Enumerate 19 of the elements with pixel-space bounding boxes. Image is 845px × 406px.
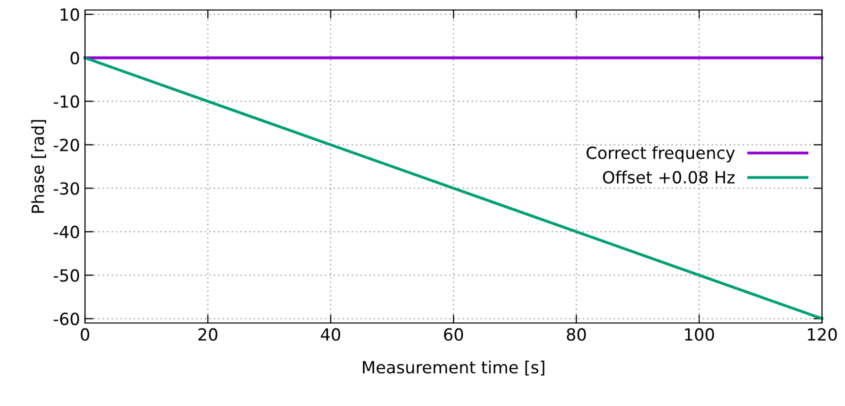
y-tick-label: -60	[54, 312, 80, 326]
y-tick-label: -10	[54, 95, 80, 108]
x-tick-label: 80	[566, 328, 586, 341]
y-tick-label: -20	[54, 138, 80, 152]
y-tick-label: -30	[54, 182, 80, 195]
x-tick-label: 60	[444, 328, 463, 341]
y-tick-label: 10	[60, 8, 80, 21]
y-tick-label: 0	[70, 52, 80, 64]
x-tick-label: 0	[80, 328, 90, 341]
legend-label: Correct frequency	[586, 146, 735, 162]
x-tick-label: 20	[198, 328, 218, 341]
legend-label: Offset +0.08 Hz	[602, 170, 735, 184]
y-tick-label: -50	[54, 269, 80, 282]
x-tick-label: 120	[808, 328, 837, 341]
x-axis-title: Measurement time [s]	[362, 360, 544, 376]
y-axis-title: Phase [rad]	[31, 120, 46, 213]
x-tick-label: 100	[685, 328, 714, 341]
y-tick-label: -40	[54, 226, 80, 238]
x-tick-label: 40	[320, 328, 340, 341]
